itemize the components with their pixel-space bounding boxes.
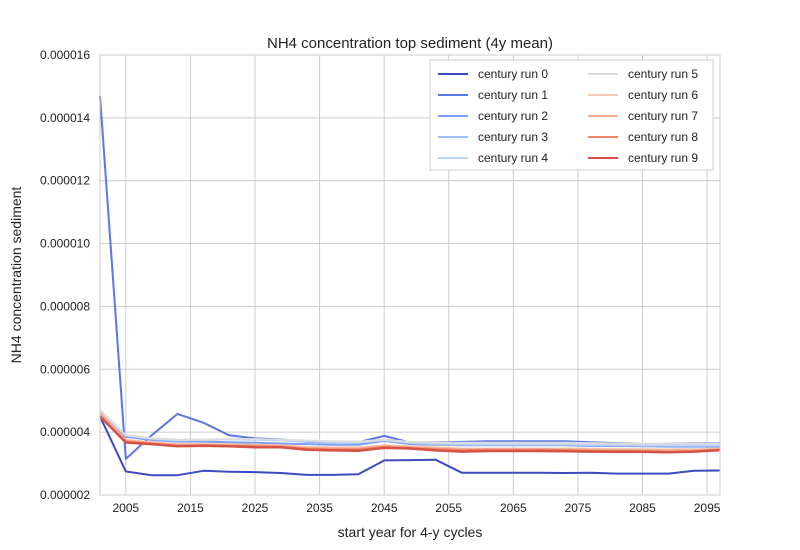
legend-box bbox=[429, 59, 714, 171]
legend-entry: century run 2 bbox=[478, 109, 548, 123]
x-tick-label: 2005 bbox=[112, 501, 139, 515]
plot-frame bbox=[99, 54, 721, 496]
legend-entry: century run 7 bbox=[628, 109, 698, 123]
y-tick-label: 0.000012 bbox=[40, 174, 90, 188]
legend-entry: century run 9 bbox=[628, 151, 698, 165]
y-tick-label: 0.000014 bbox=[40, 111, 90, 125]
y-tick-label: 0.000002 bbox=[40, 488, 90, 502]
y-tick-label: 0.000016 bbox=[40, 48, 90, 62]
legend-entry: century run 5 bbox=[628, 67, 698, 81]
legend: century run 0 century run 1 century run 2 c… bbox=[429, 59, 714, 171]
x-tick-label: 2065 bbox=[500, 501, 527, 515]
series-line-run-5 bbox=[99, 409, 720, 445]
x-axis-label: start year for 4-y cycles bbox=[338, 524, 483, 540]
y-tick-label: 0.000006 bbox=[40, 362, 90, 376]
y-tick-labels: 0.000002 0.000004 0.000006 0.000008 0.000010… bbox=[40, 48, 90, 502]
x-tick-label: 2015 bbox=[177, 501, 204, 515]
legend-entry: century run 4 bbox=[478, 151, 548, 165]
legend-entry: century run 1 bbox=[478, 88, 548, 102]
series-line-run-9 bbox=[99, 415, 721, 454]
chart-title: NH4 concentration top sediment (4y mean) bbox=[267, 35, 553, 52]
x-tick-label: 2035 bbox=[306, 501, 333, 515]
x-tick-label: 2045 bbox=[371, 501, 398, 515]
y-axis-label: NH4 concentration sediment bbox=[8, 187, 24, 364]
x-tick-label: 2055 bbox=[435, 501, 462, 515]
x-tick-labels: 2005 2015 2025 2035 2045 2055 2065 2075 2085 2095 bbox=[112, 501, 720, 515]
legend-entry: century run 8 bbox=[628, 130, 698, 144]
y-tick-label: 0.000010 bbox=[40, 237, 90, 251]
series-line-run-0 bbox=[99, 415, 721, 477]
legend-entry: century run 0 bbox=[478, 67, 548, 81]
x-tick-label: 2025 bbox=[242, 501, 269, 515]
x-tick-label: 2075 bbox=[565, 501, 592, 515]
x-tick-label: 2095 bbox=[694, 501, 721, 515]
y-tick-label: 0.000008 bbox=[40, 299, 90, 313]
x-tick-label: 2085 bbox=[629, 501, 656, 515]
legend-entry: century run 6 bbox=[628, 88, 698, 102]
legend-entry: century run 3 bbox=[478, 130, 548, 144]
series-lines bbox=[99, 95, 721, 477]
y-tick-label: 0.000004 bbox=[40, 425, 90, 439]
